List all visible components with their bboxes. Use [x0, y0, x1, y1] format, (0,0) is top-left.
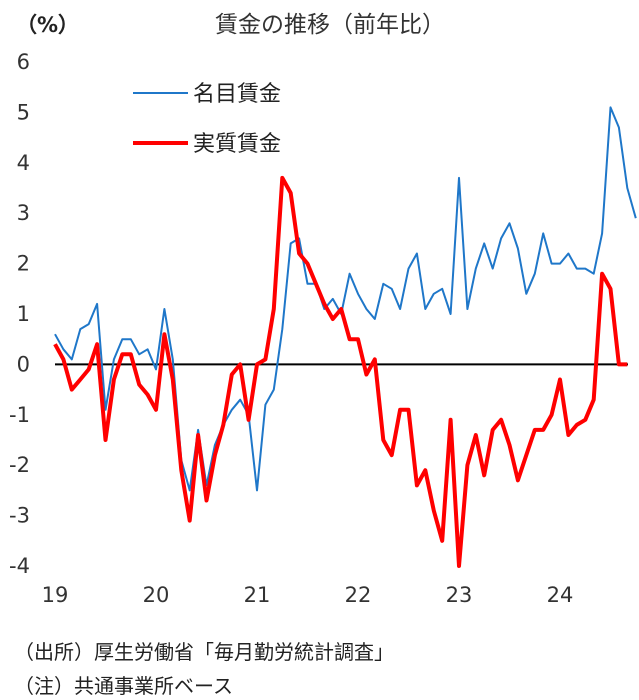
legend-label: 名目賃金 [193, 82, 281, 107]
y-tick-label: -4 [9, 554, 30, 578]
y-tick-label: 3 [17, 201, 30, 225]
x-tick-label: 19 [42, 583, 69, 607]
y-tick-label: -1 [9, 403, 30, 427]
legend-label: 実質賃金 [193, 132, 281, 157]
y-tick-label: 5 [17, 100, 30, 124]
y-axis-unit-label: （%） [16, 13, 79, 37]
y-tick-label: 4 [17, 151, 30, 175]
y-tick-label: -3 [9, 504, 30, 528]
series-line-real [53, 175, 628, 568]
y-tick-label: 2 [17, 252, 30, 276]
y-tick-label: -2 [9, 453, 30, 477]
footnote: （注）共通事業所ベース [14, 674, 233, 698]
y-tick-label: 0 [17, 352, 30, 376]
x-tick-label: 22 [345, 583, 372, 607]
y-tick-label: 1 [17, 302, 30, 326]
series-lines [53, 106, 637, 568]
x-tick-label: 21 [244, 583, 271, 607]
y-tick-label: 6 [17, 50, 30, 74]
y-tick-labels: 6 5 4 3 2 1 0 -1 -2 -3 -4 [9, 50, 30, 578]
x-tick-label: 23 [446, 583, 473, 607]
chart-title: 賃金の推移（前年比） [215, 12, 445, 38]
source-note: （出所）厚生労働省「毎月勤労統計調査」 [14, 640, 394, 664]
x-tick-labels: 19 20 21 22 23 24 [42, 583, 574, 607]
x-tick-label: 24 [547, 583, 574, 607]
x-tick-label: 20 [143, 583, 170, 607]
series-line-nominal [54, 106, 637, 492]
